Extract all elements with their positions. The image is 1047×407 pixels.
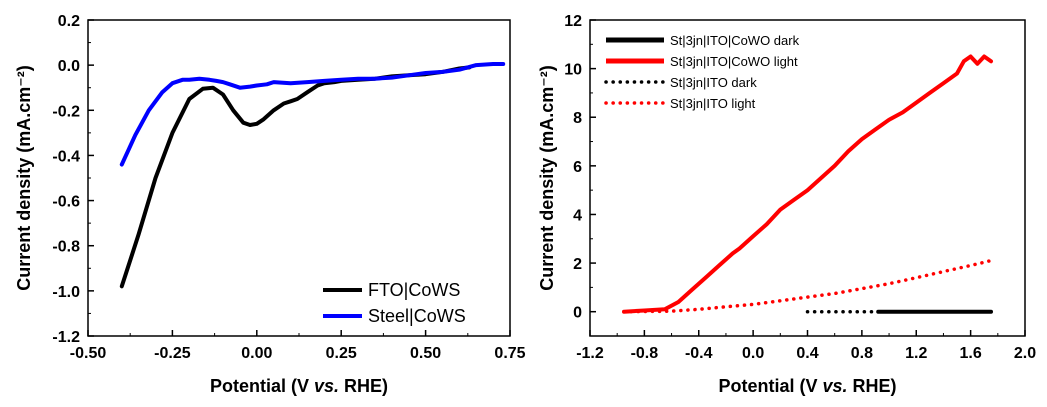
y-tick-label: 0.0: [58, 58, 80, 75]
x-tick-label: -0.50: [70, 345, 107, 362]
x-axis-label-part: Potential (V: [718, 376, 822, 396]
y-tick-label: 8: [573, 110, 582, 127]
y-tick-label: -0.8: [52, 239, 80, 256]
legend-label: St|3jn|ITO light: [670, 96, 756, 111]
y-tick-label: -0.4: [52, 148, 80, 165]
x-tick-label: 0.75: [494, 345, 525, 362]
x-tick-label: 0.50: [410, 345, 441, 362]
y-tick-label: 0.2: [58, 13, 80, 30]
series-line-1: [119, 65, 472, 289]
x-tick-label: 0.00: [241, 345, 272, 362]
x-tick-label: -0.4: [685, 345, 713, 362]
y-tick-label: 4: [573, 207, 582, 224]
y-tick-label: 0: [573, 305, 582, 322]
y-axis-label: Current density (mA.cm⁻²): [14, 65, 34, 291]
legend-label: St|3jn|ITO|CoWO light: [670, 54, 798, 69]
y-tick-label: 12: [564, 13, 582, 30]
x-axis-label: Potential (V vs. RHE): [718, 376, 896, 396]
x-tick-label: -0.8: [631, 345, 659, 362]
x-axis-label-part: RHE): [339, 376, 388, 396]
y-axis-label: Current density (mA.cm⁻²): [537, 65, 557, 291]
y-tick-label: 10: [564, 62, 582, 79]
series-line-2: [119, 62, 506, 167]
x-tick-label: -1.2: [576, 345, 604, 362]
y-tick-label: -1.0: [52, 284, 80, 301]
legend-label: Steel|CoWS: [368, 306, 466, 326]
legend-label: St|3jn|ITO dark: [670, 75, 757, 90]
y-tick-label: -0.6: [52, 194, 80, 211]
x-tick-label: 0.4: [796, 345, 818, 362]
x-axis-label: Potential (V vs. RHE): [210, 376, 388, 396]
y-tick-label: 2: [573, 256, 582, 273]
x-axis-label-part: RHE): [848, 376, 897, 396]
chart-panel-right: -1.2 -0.8 -0.4 0.0 0.4 0.8 1.2 1.6 2.0 0 2 4 6 8 10 12 C…: [537, 13, 1036, 396]
x-axis-label-part: Potential (V: [210, 376, 314, 396]
x-tick-label: 1.6: [960, 345, 982, 362]
x-axis-label-italic: vs.: [822, 376, 847, 396]
legend-label: St|3jn|ITO|CoWO dark: [670, 33, 800, 48]
x-tick-label: 0.25: [326, 345, 357, 362]
x-tick-label: 0.0: [742, 345, 764, 362]
x-tick-label: 0.8: [851, 345, 873, 362]
chart-panel-left: -0.50 -0.25 0.00 0.25 0.50 0.75 0.2 0.0 -0.2 -0.4…: [14, 13, 526, 396]
x-axis-label-italic: vs.: [314, 376, 339, 396]
y-tick-label: 6: [573, 159, 582, 176]
series-line-2: [622, 54, 993, 314]
legend-label: FTO|CoWS: [368, 280, 460, 300]
x-tick-label: -0.25: [154, 345, 191, 362]
series-line-4: [622, 258, 993, 314]
x-tick-label: 2.0: [1014, 345, 1036, 362]
y-tick-label: -1.2: [52, 329, 80, 346]
y-tick-label: -0.2: [52, 103, 80, 120]
x-tick-label: 1.2: [905, 345, 927, 362]
